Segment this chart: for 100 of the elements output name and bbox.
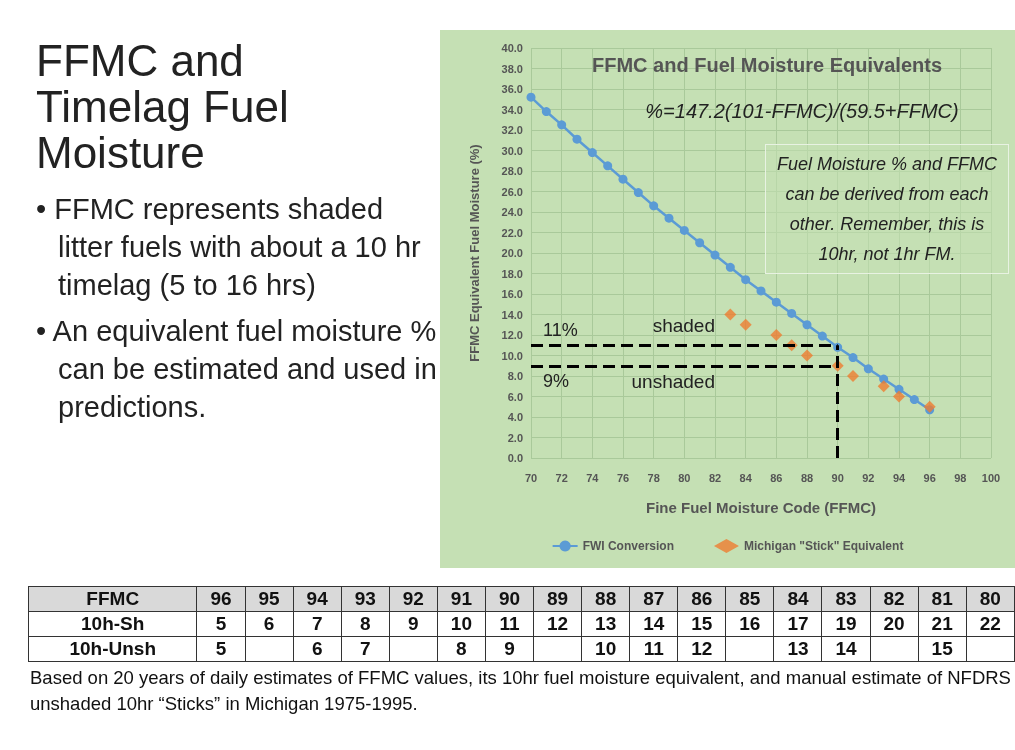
- x-tick-label: 92: [389, 586, 438, 612]
- data-label: 19: [821, 611, 871, 637]
- x-tick-label: 92: [862, 471, 875, 484]
- y-tick-label: 10h-Unsh: [28, 636, 197, 662]
- ref-line-label: 11%: [543, 320, 578, 341]
- y-tick-label: 0.0: [507, 452, 523, 464]
- data-label: 9: [389, 611, 438, 637]
- legend-label: FWI Conversion: [582, 539, 674, 553]
- x-tick-label: 82: [870, 586, 919, 612]
- y-tick-label: 36.0: [501, 83, 523, 95]
- x-tick-label: 80: [678, 471, 691, 484]
- data-label: 7: [293, 611, 342, 637]
- data-label: 9: [485, 636, 534, 662]
- data-label: 10: [581, 636, 630, 662]
- x-tick-label: 84: [739, 471, 753, 484]
- data-label: 14: [821, 636, 871, 662]
- y-tick-label: 24.0: [501, 206, 523, 218]
- data-label: 13: [581, 611, 630, 637]
- data-label: 7: [341, 636, 390, 662]
- y-tick-label: 12.0: [501, 329, 523, 341]
- x-tick-label: 85: [725, 586, 774, 612]
- text: FFMC and Timelag Fuel Moisture: [36, 36, 290, 177]
- x-tick-label: 87: [629, 586, 678, 612]
- data-label: 12: [677, 636, 726, 662]
- y-tick-label: 34.0: [501, 103, 523, 116]
- annotation: %=147.2(101-FFMC)/(59.5+FFMC): [645, 100, 959, 123]
- x-tick-label: 94: [892, 471, 906, 484]
- y-tick-label: 28.0: [501, 165, 523, 177]
- y-tick-label: 10.0: [501, 349, 523, 362]
- data-label: 8: [341, 611, 390, 637]
- y-tick-label: 6.0: [507, 390, 523, 403]
- x-tick-label: 96: [196, 586, 246, 612]
- y-tick-label: 16.0: [501, 288, 523, 300]
- chart-title: FFMC and Fuel Moisture Equivalents: [591, 54, 943, 76]
- y-tick-label: 8.0: [507, 370, 523, 382]
- data-label: 16: [725, 611, 774, 637]
- data-label: 12: [533, 611, 582, 637]
- x-tick-label: 81: [918, 586, 967, 612]
- data-label: 15: [677, 611, 726, 637]
- x-tick-label: 80: [966, 586, 1015, 612]
- y-tick-label: 2.0: [507, 431, 523, 444]
- data-label: 5: [196, 636, 246, 662]
- x-tick-label: 86: [677, 586, 726, 612]
- x-tick-label: 91: [437, 586, 486, 612]
- x-axis-title: Fine Fuel Moisture Code (FFMC): [646, 499, 876, 516]
- x-tick-label: 88: [581, 586, 630, 612]
- x-tick-label: 94: [293, 586, 342, 612]
- x-tick-label: 100: [981, 471, 1001, 484]
- y-tick-label: 10h-Sh: [28, 611, 197, 637]
- annotation: shaded: [652, 315, 715, 338]
- y-axis-title: FFMC Equivalent Fuel Moisture (%): [467, 144, 482, 362]
- x-tick-label: 72: [555, 471, 568, 484]
- x-tick-label: 70: [524, 471, 538, 484]
- y-tick-label: 26.0: [501, 185, 523, 198]
- legend-label: Michigan "Stick" Equivalent: [743, 539, 904, 553]
- data-label: 17: [773, 611, 822, 637]
- ref-line-label: 9%: [543, 370, 570, 391]
- annotation: unshaded: [631, 370, 715, 393]
- data-label: 21: [918, 611, 967, 637]
- x-tick-label: 76: [616, 471, 630, 484]
- x-tick-label: 95: [245, 586, 294, 612]
- y-tick-label: 18.0: [501, 267, 523, 280]
- x-tick-label: 86: [770, 471, 783, 484]
- x-tick-label: 84: [773, 586, 822, 612]
- x-tick-label: 98: [954, 471, 967, 484]
- y-tick-label: 40.0: [501, 42, 523, 54]
- data-label: 11: [485, 611, 534, 637]
- x-tick-label: 83: [821, 586, 871, 612]
- x-tick-label: 74: [586, 471, 600, 484]
- x-tick-label: 78: [647, 471, 660, 484]
- x-tick-label: 88: [800, 471, 814, 484]
- y-tick-label: 4.0: [507, 411, 523, 423]
- x-axis-title: FFMC: [28, 586, 197, 612]
- y-tick-label: 14.0: [501, 308, 523, 321]
- x-tick-label: 96: [923, 471, 936, 484]
- data-label: 10: [437, 611, 486, 637]
- data-label: 8: [437, 636, 486, 662]
- annotation: Fuel Moisture % and FFMC can be derived from each other. Remember, this is 10hr, not 1hr FM.: [765, 144, 1009, 274]
- x-tick-label: 93: [341, 586, 390, 612]
- data-label: 13: [773, 636, 822, 662]
- x-tick-label: 89: [533, 586, 582, 612]
- x-tick-label: 90: [831, 471, 844, 484]
- text: • An equivalent fuel moisture % can be estimated and used in predictions.: [36, 314, 438, 425]
- text: • FFMC represents shaded litter fuels with about a 10 hr timelag (5 to 16 hrs): [36, 192, 422, 303]
- data-label: 11: [629, 636, 678, 662]
- y-tick-label: 38.0: [501, 62, 523, 75]
- y-tick-label: 32.0: [501, 124, 523, 136]
- data-label: 15: [918, 636, 967, 662]
- data-label: 6: [245, 611, 294, 637]
- data-label: 14: [629, 611, 678, 637]
- y-tick-label: 30.0: [501, 144, 523, 157]
- data-label: 20: [870, 611, 919, 637]
- y-tick-label: 20.0: [501, 247, 523, 259]
- text: Based on 20 years of daily estimates of FFMC values, its 10hr fuel moisture equivalent, and manual estimate of NFDRS unshaded 10hr “Sticks” in Michigan 1975-1995.: [30, 666, 1012, 716]
- x-tick-label: 90: [485, 586, 534, 612]
- y-tick-label: 22.0: [501, 226, 523, 239]
- x-tick-label: 82: [708, 471, 722, 484]
- data-label: 5: [196, 611, 246, 637]
- data-label: 22: [966, 611, 1015, 637]
- data-label: 6: [293, 636, 342, 662]
